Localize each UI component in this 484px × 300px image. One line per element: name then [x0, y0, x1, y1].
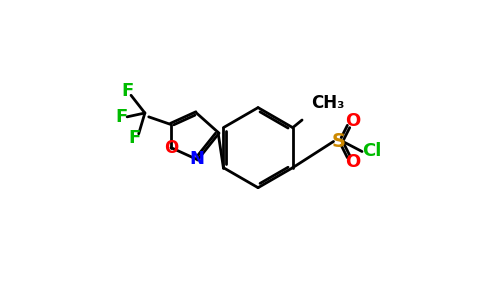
Text: Cl: Cl — [363, 142, 382, 160]
Text: F: F — [129, 129, 141, 147]
Text: S: S — [332, 132, 346, 151]
Text: F: F — [116, 108, 128, 126]
Text: N: N — [189, 150, 204, 168]
Text: CH₃: CH₃ — [311, 94, 345, 112]
Text: O: O — [345, 153, 361, 171]
Text: F: F — [121, 82, 133, 100]
Text: O: O — [345, 112, 361, 130]
Text: O: O — [164, 139, 178, 157]
